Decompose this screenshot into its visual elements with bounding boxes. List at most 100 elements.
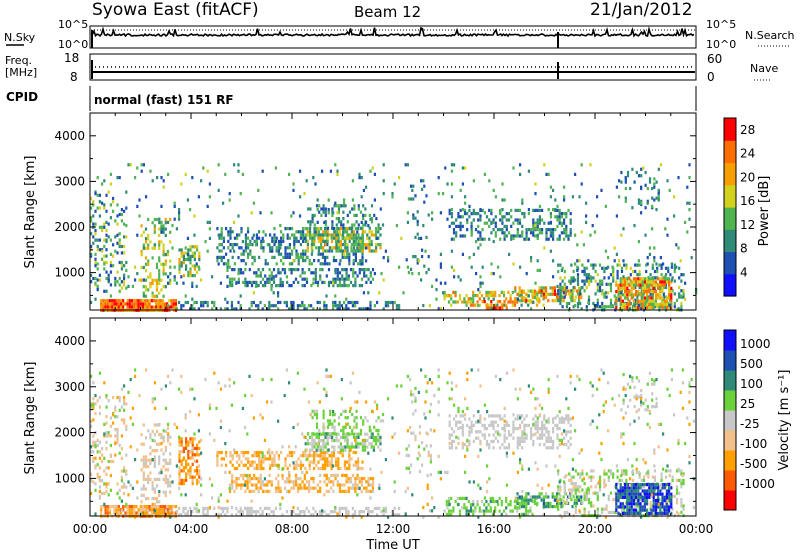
echo-cell	[186, 513, 189, 517]
echo-cell	[157, 305, 160, 309]
echo-cell	[169, 278, 172, 282]
echo-cell	[472, 252, 475, 256]
echo-cell	[671, 289, 674, 293]
echo-cell	[240, 227, 243, 231]
echo-cell	[632, 286, 635, 290]
echo-cell	[587, 501, 591, 505]
echo-cell	[624, 176, 627, 180]
echo-cell	[277, 284, 280, 288]
echo-cell	[596, 285, 599, 290]
echo-cell	[180, 440, 183, 444]
echo-cell	[216, 454, 219, 458]
echo-cell	[293, 236, 296, 240]
echo-cell	[621, 306, 624, 310]
echo-cell	[549, 439, 552, 443]
echo-cell	[222, 246, 225, 250]
echo-cell	[455, 423, 458, 427]
echo-cell	[226, 506, 229, 510]
echo-cell	[669, 469, 672, 473]
echo-cell	[344, 435, 347, 439]
echo-cell	[175, 307, 178, 311]
echo-cell	[653, 182, 656, 186]
echo-cell	[353, 249, 356, 253]
echo-cell	[534, 289, 537, 293]
echo-cell	[530, 307, 533, 311]
echo-cell	[568, 494, 571, 498]
echo-cell	[127, 284, 130, 288]
echo-cell	[253, 280, 256, 284]
echo-cell	[233, 220, 236, 224]
echo-cell	[345, 506, 348, 510]
echo-cell	[644, 300, 647, 304]
echo-cell	[264, 284, 267, 288]
echo-cell	[113, 508, 116, 512]
echo-cell	[235, 480, 238, 484]
echo-cell	[101, 225, 104, 229]
echo-cell	[308, 450, 311, 455]
echo-cell	[523, 215, 526, 219]
echo-cell	[474, 506, 477, 510]
echo-cell	[496, 306, 499, 310]
echo-cell	[477, 218, 480, 222]
echo-cell	[601, 289, 604, 293]
echo-cell	[661, 290, 664, 294]
echo-cell	[292, 182, 295, 186]
echo-cell	[472, 179, 475, 183]
echo-cell	[545, 172, 548, 176]
echo-cell	[219, 243, 222, 247]
echo-cell	[654, 302, 657, 306]
echo-cell	[180, 459, 183, 463]
echo-cell	[308, 259, 311, 263]
echo-cell	[368, 213, 371, 217]
echo-cell	[371, 268, 375, 272]
echo-cell	[109, 459, 112, 464]
echo-cell	[236, 460, 239, 464]
echo-cell	[490, 272, 493, 276]
echo-cell	[189, 258, 192, 262]
echo-cell	[325, 307, 328, 311]
echo-cell	[244, 277, 247, 281]
echo-cell	[120, 264, 123, 268]
echo-cell	[191, 245, 194, 249]
echo-cell	[162, 285, 165, 289]
echo-cell	[169, 217, 172, 222]
echo-cell	[285, 510, 288, 514]
echo-cell	[122, 299, 125, 303]
echo-cell	[626, 280, 629, 284]
echo-cell	[333, 246, 336, 250]
echo-cell	[189, 248, 192, 252]
echo-cell	[483, 427, 486, 431]
echo-cell	[247, 243, 250, 247]
echo-cell	[651, 475, 654, 479]
echo-cell	[416, 457, 419, 461]
echo-cell	[625, 478, 628, 482]
echo-cell	[578, 299, 581, 303]
echo-cell	[558, 208, 561, 212]
echo-cell	[162, 249, 165, 254]
echo-cell	[103, 244, 106, 249]
echo-cell	[369, 217, 372, 221]
echo-cell	[202, 513, 205, 517]
echo-cell	[301, 300, 304, 305]
echo-cell	[239, 513, 242, 517]
echo-cell	[671, 507, 674, 511]
echo-cell	[331, 425, 334, 429]
echo-cell	[324, 466, 327, 471]
echo-cell	[541, 208, 544, 212]
echo-cell	[587, 295, 591, 299]
echo-cell	[157, 299, 160, 303]
echo-cell	[92, 418, 95, 422]
echo-cell	[109, 172, 112, 176]
echo-cell	[496, 414, 500, 418]
echo-cell	[663, 280, 666, 284]
echo-cell	[492, 218, 495, 222]
echo-cell	[346, 442, 349, 446]
echo-cell	[673, 214, 676, 218]
echo-cell	[335, 217, 338, 221]
echo-cell	[96, 475, 99, 480]
echo-cell	[559, 485, 562, 489]
echo-cell	[569, 292, 572, 296]
echo-cell	[180, 450, 183, 454]
echo-cell	[682, 289, 685, 293]
echo-cell	[359, 246, 362, 250]
